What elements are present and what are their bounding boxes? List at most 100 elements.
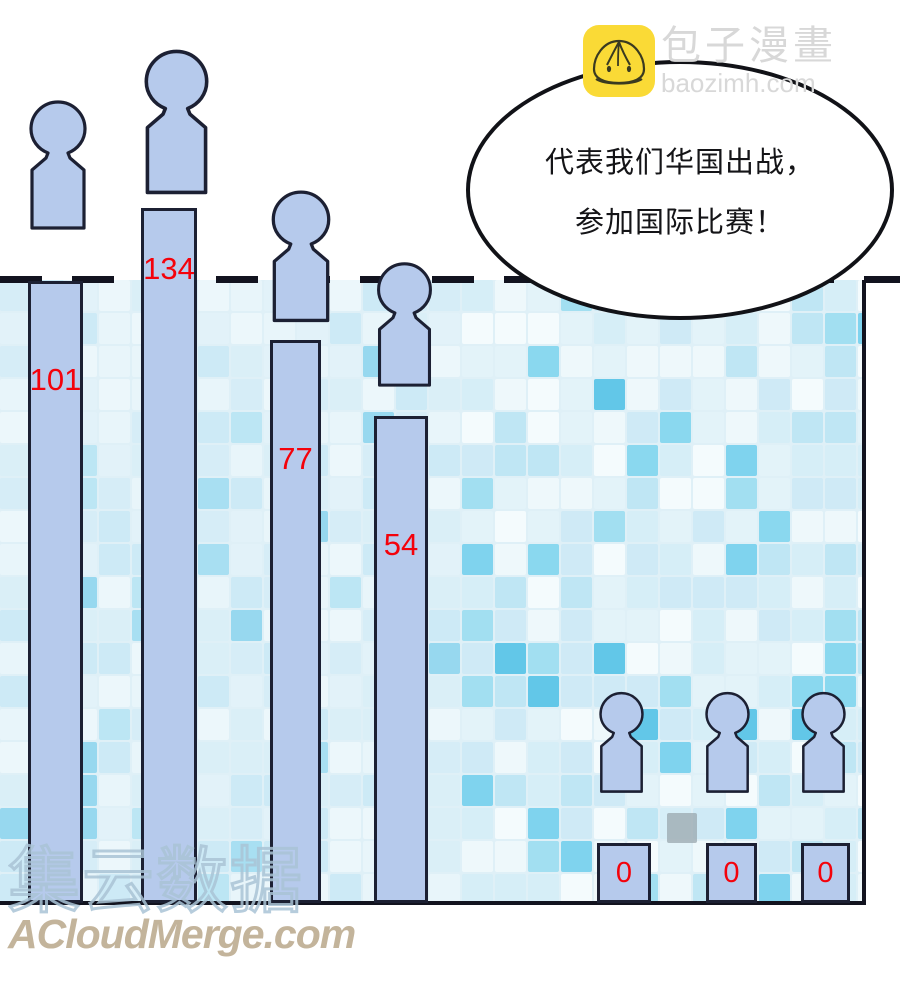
pool-tile <box>0 511 31 542</box>
pool-tile <box>330 841 361 872</box>
pool-tile <box>660 643 691 674</box>
pool-tile <box>99 610 130 641</box>
pool-tile <box>462 610 493 641</box>
pool-tile <box>561 643 592 674</box>
pool-tile <box>0 412 31 443</box>
pool-tile <box>330 643 361 674</box>
pool-tile <box>0 742 31 773</box>
pool-tile <box>759 346 790 377</box>
pool-tile <box>561 676 592 707</box>
pool-tile <box>726 313 757 344</box>
pool-tile <box>528 841 559 872</box>
pool-tile <box>858 280 862 311</box>
pool-tile <box>726 445 757 476</box>
pool-tile <box>858 610 862 641</box>
pool-tile <box>825 544 856 575</box>
pool-tile <box>495 280 526 311</box>
swimmer-2 <box>134 47 219 226</box>
pool-tile <box>231 841 262 872</box>
pool-tile <box>231 280 262 311</box>
pool-tile <box>495 379 526 410</box>
bar-54: 54 <box>374 416 428 903</box>
pool-tile <box>495 544 526 575</box>
pool-tile <box>660 445 691 476</box>
pool-tile <box>759 544 790 575</box>
pool-tile <box>759 577 790 608</box>
pool-tile <box>858 808 862 839</box>
pool-tile <box>99 445 130 476</box>
pool-tile <box>429 676 460 707</box>
pool-tile <box>462 676 493 707</box>
swimmer-1 <box>20 98 96 258</box>
pool-tile <box>495 676 526 707</box>
pool-tile <box>858 379 862 410</box>
pool-tile <box>0 445 31 476</box>
pool-tile <box>594 445 625 476</box>
pool-tile <box>495 808 526 839</box>
pool-tile <box>858 412 862 443</box>
pool-tile <box>99 841 130 872</box>
pool-tile <box>429 412 460 443</box>
pool-tile <box>231 346 262 377</box>
pool-tile <box>759 445 790 476</box>
pool-tile <box>462 841 493 872</box>
pool-tile <box>528 742 559 773</box>
pool-tile <box>330 808 361 839</box>
pool-tile <box>0 676 31 707</box>
pool-tile <box>462 511 493 542</box>
pool-tile <box>726 610 757 641</box>
pool-tile <box>231 874 262 901</box>
pool-tile <box>0 313 31 344</box>
pool-tile <box>330 709 361 740</box>
pool-tile <box>561 412 592 443</box>
speech-bubble-line-1: 代表我们华国出战， <box>544 147 815 179</box>
pool-tile <box>231 775 262 806</box>
pool-tile <box>462 478 493 509</box>
baozimh-logo: 包子漫畫 baozimh.com <box>583 25 837 97</box>
baozi-bun-icon <box>583 25 655 97</box>
pool-tile <box>693 379 724 410</box>
pool-tile <box>792 313 823 344</box>
pool-tile <box>759 610 790 641</box>
pool-tile <box>231 610 262 641</box>
pool-tile <box>792 478 823 509</box>
pool-tile <box>528 346 559 377</box>
pool-tile <box>693 808 724 839</box>
pool-tile <box>792 544 823 575</box>
pool-tile <box>561 511 592 542</box>
pool-tile <box>99 676 130 707</box>
pool-tile <box>495 709 526 740</box>
pool-tile <box>825 610 856 641</box>
pool-tile <box>99 775 130 806</box>
pool-tile <box>495 478 526 509</box>
pool-tile <box>198 610 229 641</box>
pool-tile <box>231 643 262 674</box>
pool-tile <box>792 577 823 608</box>
pool-tile <box>99 379 130 410</box>
pool-tile <box>330 280 361 311</box>
pool-tile <box>594 346 625 377</box>
pool-tile <box>858 775 862 806</box>
pool-tile <box>561 577 592 608</box>
speech-bubble: 代表我们华国出战， 参加国际比赛！ <box>466 60 894 320</box>
pool-tile <box>660 841 691 872</box>
pool-tile <box>231 445 262 476</box>
bar-value-label: 77 <box>278 441 313 476</box>
bar-0-c: 0 <box>801 843 850 903</box>
pool-tile <box>330 478 361 509</box>
pool-tile <box>759 643 790 674</box>
pool-tile <box>594 577 625 608</box>
pool-tile <box>99 544 130 575</box>
pool-tile <box>759 511 790 542</box>
pool-tile <box>825 412 856 443</box>
pool-tile <box>759 841 790 872</box>
pool-tile <box>792 610 823 641</box>
pool-tile <box>495 841 526 872</box>
pool-tile <box>198 313 229 344</box>
pool-tile <box>660 577 691 608</box>
bar-value-label: 101 <box>29 362 82 397</box>
pool-tile <box>792 379 823 410</box>
pool-tile <box>528 808 559 839</box>
pool-tile <box>660 511 691 542</box>
pool-tile <box>0 577 31 608</box>
